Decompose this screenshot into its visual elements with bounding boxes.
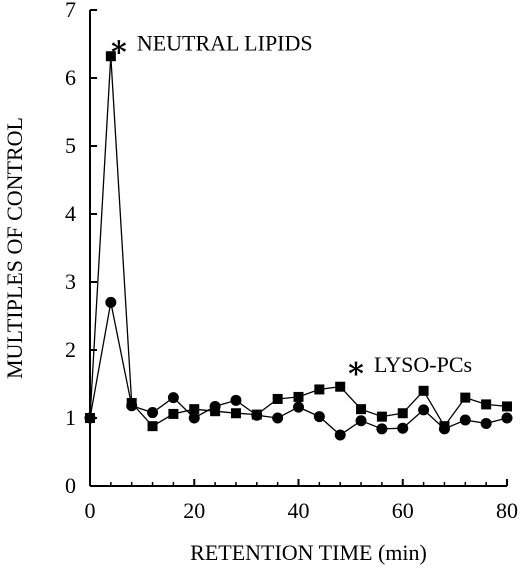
- data-point-square: [230, 408, 241, 419]
- data-point-circle: [334, 429, 346, 441]
- data-point-circle: [438, 423, 450, 435]
- data-point-circle: [376, 423, 388, 435]
- data-point-square: [105, 51, 116, 62]
- data-point-square: [397, 408, 408, 419]
- y-tick-label: 6: [65, 65, 76, 90]
- data-point-circle: [355, 415, 367, 427]
- y-tick-label: 0: [65, 473, 76, 498]
- data-point-square: [460, 392, 471, 403]
- data-point-square: [272, 393, 283, 404]
- data-point-square: [147, 421, 158, 432]
- data-point-square: [335, 381, 346, 392]
- annotations: ∗ NEUTRAL LIPIDS ∗ LYSO-PCs: [108, 31, 472, 386]
- data-point-circle: [230, 394, 242, 406]
- annotation-label: NEUTRAL LIPIDS: [137, 31, 313, 56]
- data-point-circle: [293, 401, 304, 413]
- data-point-circle: [397, 422, 409, 434]
- y-tick-label: 1: [65, 405, 76, 430]
- data-point-circle: [126, 400, 138, 412]
- x-ticks: 0 20 40 60 80: [85, 479, 518, 523]
- data-point-circle: [209, 400, 221, 412]
- series-group: [84, 51, 513, 441]
- data-point-square: [168, 408, 179, 419]
- y-axis-title: MULTIPLES OF CONTROL: [2, 117, 27, 379]
- data-point-circle: [459, 414, 471, 426]
- x-tick-label: 20: [183, 498, 205, 523]
- data-point-square: [418, 385, 429, 396]
- x-tick-label: 40: [288, 498, 310, 523]
- data-point-circle: [251, 409, 263, 421]
- y-tick-label: 3: [65, 269, 76, 294]
- data-point-circle: [105, 296, 117, 308]
- series-circle: [84, 296, 513, 441]
- y-tick-label: 2: [65, 337, 76, 362]
- data-point-square: [189, 404, 200, 415]
- y-tick-label: 7: [65, 0, 76, 22]
- data-point-square: [502, 401, 512, 412]
- annotation-label: LYSO-PCs: [374, 352, 472, 377]
- y-tick-label: 5: [65, 133, 76, 158]
- data-point-circle: [418, 404, 430, 416]
- data-point-circle: [188, 412, 200, 424]
- data-point-square: [293, 391, 304, 402]
- y-tick-label: 4: [65, 201, 76, 226]
- x-axis-title: RETENTION TIME (min): [190, 540, 427, 565]
- data-point-circle: [84, 412, 96, 424]
- x-tick-label: 80: [496, 498, 518, 523]
- data-point-circle: [480, 417, 492, 429]
- x-tick-label: 60: [392, 498, 414, 523]
- data-point-circle: [313, 411, 325, 423]
- data-point-square: [481, 399, 492, 410]
- annotation-star: ∗: [108, 31, 129, 64]
- data-point-circle: [167, 392, 179, 404]
- data-point-circle: [147, 407, 159, 419]
- data-point-square: [314, 384, 325, 395]
- data-point-circle: [272, 412, 284, 424]
- y-ticks: 0 1 2 3 4 5 6 7: [65, 0, 97, 498]
- x-tick-label: 0: [85, 498, 96, 523]
- data-point-square: [376, 411, 387, 422]
- data-point-square: [356, 404, 367, 415]
- data-point-circle: [501, 412, 513, 424]
- annotation-star: ∗: [346, 352, 367, 385]
